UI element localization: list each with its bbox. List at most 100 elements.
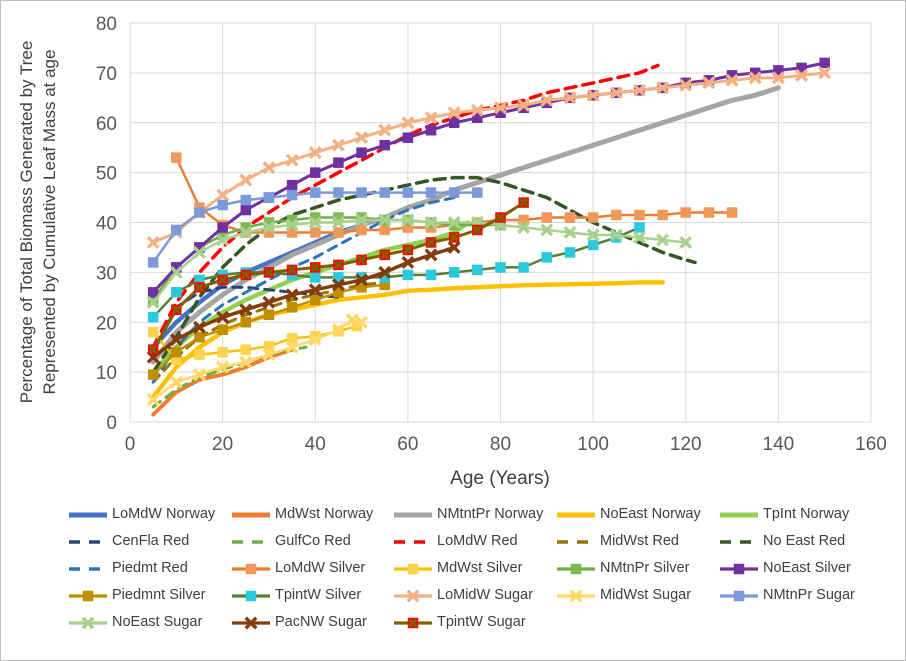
x-tick-80: 80 <box>490 434 511 455</box>
legend-label-lomdw-norway: LoMdW Norway <box>112 506 216 522</box>
legend-item-lomdw-silver: LoMdW Silver <box>230 559 392 578</box>
legend-item-pacnw-sugar: PacNW Sugar <box>230 613 392 632</box>
legend-label-piedmnt-silver: Piedmnt Silver <box>112 587 206 603</box>
legend-item-cenfla-red: CenFla Red <box>67 532 230 551</box>
x-tick-60: 60 <box>397 434 418 455</box>
legend-swatch-nmtnpr-silver <box>557 563 595 574</box>
legend-swatch-nmtntpr-norway <box>394 512 432 517</box>
legend-label-midwst-sugar: MidWst Sugar <box>600 587 692 603</box>
legend-label-mdwst-norway: MdWst Norway <box>275 506 374 522</box>
legend-item-nmtnpr-sugar: NMtnPr Sugar <box>718 586 886 605</box>
y-tick-10: 10 <box>96 363 117 384</box>
legend-swatch-mdwst-silver <box>394 563 432 574</box>
legend-swatch-piedmt-red <box>69 566 107 571</box>
plot-border <box>129 22 872 423</box>
legend-item-no-east-red: No East Red <box>718 532 886 551</box>
legend-label-no-east-red: No East Red <box>763 533 846 549</box>
x-tick-100: 100 <box>577 434 609 455</box>
y-tick-40: 40 <box>96 214 117 235</box>
legend-label-nmtnpr-silver: NMtnPr Silver <box>600 560 690 576</box>
legend-label-lomidw-sugar: LoMidW Sugar <box>437 587 533 603</box>
series-piedmnt-silver <box>147 279 390 380</box>
y-tick-0: 0 <box>106 413 117 434</box>
legend-item-lomidw-sugar: LoMidW Sugar <box>392 586 555 605</box>
legend-item-mdwst-norway: MdWst Norway <box>230 505 392 524</box>
legend-item-tpintw-silver: TpintW Silver <box>230 586 392 605</box>
legend-label-tpint-norway: TpInt Norway <box>763 506 850 522</box>
legend-item-lomdw-norway: LoMdW Norway <box>67 505 230 524</box>
legend-swatch-noeast-norway <box>557 512 595 517</box>
legend-label-lomdw-silver: LoMdW Silver <box>275 560 366 576</box>
series-line-midwst-red <box>151 280 387 384</box>
y-axis-title-line1: Percentage of Total Biomass Generated by… <box>17 41 36 404</box>
legend-swatch-tpintw-silver <box>232 590 270 601</box>
x-tick-20: 20 <box>212 434 233 455</box>
x-tick-140: 140 <box>763 434 795 455</box>
y-tick-20: 20 <box>96 313 117 334</box>
legend-swatch-pacnw-sugar <box>232 616 270 629</box>
legend-swatch-lomidw-sugar <box>394 589 432 602</box>
y-axis-title-line2: Represented by Cumulative Leaf Mass at a… <box>40 50 59 395</box>
legend-item-nmtntpr-norway: NMtntPr Norway <box>392 505 555 524</box>
series-nmtnpr-sugar <box>147 187 483 268</box>
legend-item-gulfco-red: GulfCo Red <box>230 532 392 551</box>
series-midwst-red <box>151 280 387 384</box>
series-line-piedmt-red <box>151 196 456 384</box>
series-mdwst-norway <box>151 347 295 417</box>
y-tick-60: 60 <box>96 114 117 135</box>
legend-label-nmtnpr-sugar: NMtnPr Sugar <box>763 587 855 603</box>
legend-item-midwst-sugar: MidWst Sugar <box>555 586 718 605</box>
legend-item-noeast-silver: NoEast Silver <box>718 559 886 578</box>
legend-label-lomdw-red: LoMdW Red <box>437 533 518 549</box>
series-pacnw-sugar <box>146 240 461 364</box>
legend-label-pacnw-sugar: PacNW Sugar <box>275 614 367 630</box>
legend-swatch-midwst-red <box>557 539 595 544</box>
chart-legend: LoMdW Norway MdWst Norway NMtntPr Norway No… <box>67 505 905 632</box>
legend-label-noeast-silver: NoEast Silver <box>763 560 851 576</box>
y-tick-80: 80 <box>96 14 117 35</box>
legend-label-nmtntpr-norway: NMtntPr Norway <box>437 506 544 522</box>
legend-swatch-midwst-sugar <box>557 589 595 602</box>
legend-label-piedmt-red: Piedmt Red <box>112 560 188 576</box>
legend-swatch-noeast-silver <box>720 563 758 574</box>
x-tick-160: 160 <box>855 434 887 455</box>
series-tpintw-sugar <box>147 197 529 355</box>
x-tick-40: 40 <box>305 434 326 455</box>
legend-swatch-noeast-sugar <box>69 616 107 629</box>
series-line-mdwst-norway <box>151 347 295 417</box>
legend-swatch-no-east-red <box>720 539 758 544</box>
legend-label-noeast-sugar: NoEast Sugar <box>112 614 203 630</box>
legend-swatch-lomdw-red <box>394 539 432 544</box>
series-line-noeast-sugar <box>151 218 688 304</box>
legend-item-lomdw-red: LoMdW Red <box>392 532 555 551</box>
x-tick-120: 120 <box>670 434 702 455</box>
x-tick-0: 0 <box>125 434 136 455</box>
legend-label-gulfco-red: GulfCo Red <box>275 533 351 549</box>
legend-swatch-piedmnt-silver <box>69 590 107 601</box>
legend-swatch-tpintw-sugar <box>394 617 432 628</box>
legend-swatch-cenfla-red <box>69 539 107 544</box>
y-tick-50: 50 <box>96 164 117 185</box>
y-tick-70: 70 <box>96 64 117 85</box>
x-axis-title: Age (Years) <box>450 468 550 489</box>
legend-swatch-lomdw-silver <box>232 563 270 574</box>
series-midwst-sugar <box>146 313 369 407</box>
legend-swatch-mdwst-norway <box>232 512 270 517</box>
legend-label-cenfla-red: CenFla Red <box>112 533 190 549</box>
legend-item-noeast-sugar: NoEast Sugar <box>67 613 230 632</box>
legend-item-mdwst-silver: MdWst Silver <box>392 559 555 578</box>
legend-label-tpintw-silver: TpintW Silver <box>275 587 362 603</box>
series-noeast-sugar <box>146 213 693 309</box>
legend-swatch-tpint-norway <box>720 512 758 517</box>
legend-swatch-gulfco-red <box>232 539 270 544</box>
series-layer <box>146 57 832 417</box>
legend-label-tpintw-sugar: TpintW Sugar <box>437 614 526 630</box>
series-piedmt-red <box>151 196 456 384</box>
legend-item-piedmnt-silver: Piedmnt Silver <box>67 586 230 605</box>
axis-tick-labels: 0 20 40 60 80 100 120 140 160 0 10 20 30 40 50 60 70 80 <box>96 14 887 455</box>
legend-item-tpint-norway: TpInt Norway <box>718 505 886 524</box>
legend-item-piedmt-red: Piedmt Red <box>67 559 230 578</box>
legend-swatch-nmtnpr-sugar <box>720 590 758 601</box>
legend-item-midwst-red: MidWst Red <box>555 532 718 551</box>
